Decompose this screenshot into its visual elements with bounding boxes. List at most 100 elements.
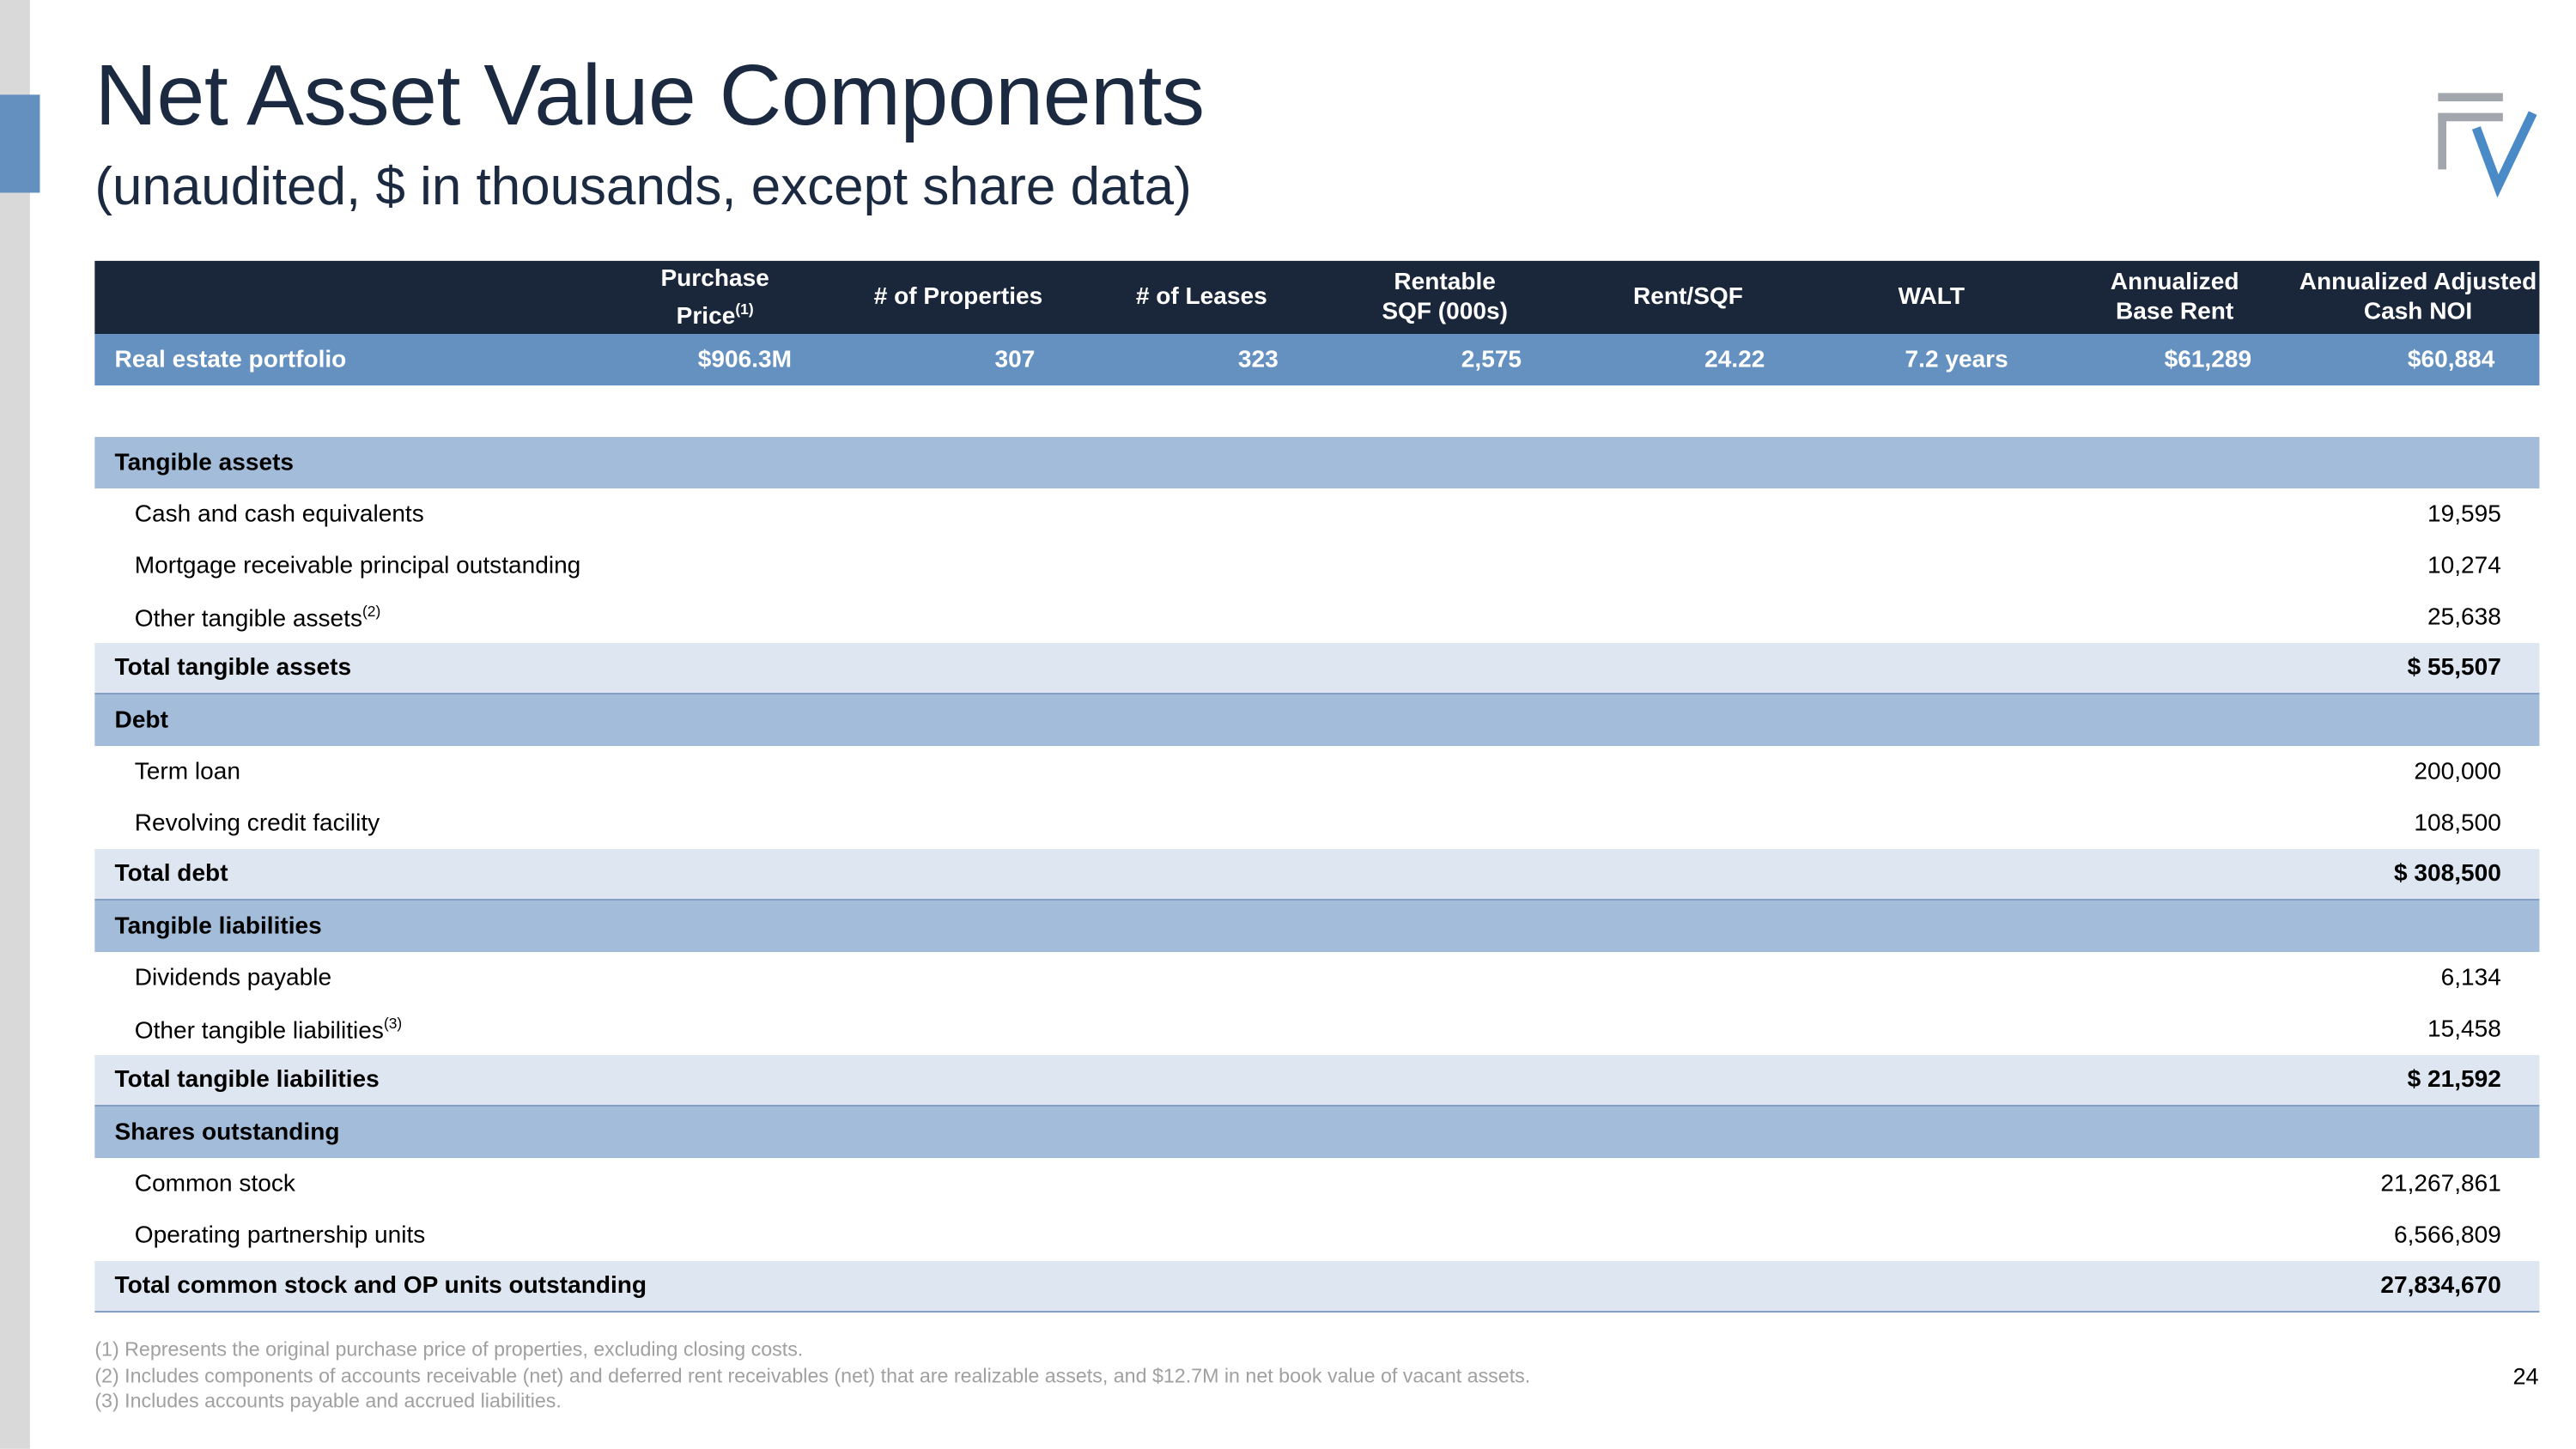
row-label: Total tangible assets — [115, 655, 352, 682]
total-row: Total tangible assets $ 55,507 — [94, 643, 2540, 695]
row-label: Other tangible liabilities(3) — [135, 1015, 402, 1045]
portfolio-value: 7.2 years — [1905, 346, 2008, 373]
row-label-text: Total debt — [114, 860, 228, 888]
row-label: Total tangible liabilities — [115, 1067, 380, 1094]
page-number: 24 — [2512, 1362, 2539, 1390]
section-row: Shares outstanding — [94, 1106, 2540, 1159]
row-value: 21,267,861 — [2380, 1170, 2501, 1197]
summary-header-row: Purchase Price(1) # of Properties # of Leas… — [94, 260, 2540, 335]
total-row: Total tangible liabilities $ 21,592 — [94, 1055, 2540, 1107]
portfolio-value: 323 — [1237, 346, 1279, 373]
row-label: Term loan — [135, 759, 240, 785]
column-header: # of Properties — [873, 283, 1043, 311]
portfolio-value: $61,289 — [2164, 346, 2252, 373]
footnote-marker: (3) — [383, 1014, 403, 1032]
row-value: $ 21,592 — [2407, 1066, 2501, 1094]
accent-tab — [0, 94, 40, 193]
row-value: 10,274 — [2427, 552, 2501, 579]
section-row: Tangible assets — [94, 437, 2540, 489]
footnotes: (1) Represents the original purchase pri… — [94, 1337, 1530, 1416]
column-header: # of Leases — [1135, 283, 1267, 311]
row-label: Cash and cash equivalents — [135, 501, 424, 528]
row-label-text: Tangible liabilities — [114, 912, 322, 940]
portfolio-value: 24.22 — [1704, 346, 1765, 373]
column-header: WALT — [1898, 283, 1965, 311]
total-row: Total common stock and OP units outstand… — [94, 1261, 2540, 1313]
row-value: 6,134 — [2440, 964, 2501, 991]
section-row: Tangible liabilities — [94, 900, 2540, 953]
row-value: $ 55,507 — [2407, 654, 2501, 682]
portfolio-value: 2,575 — [1461, 346, 1522, 373]
row-label: Operating partnership units — [135, 1222, 426, 1249]
row-value: 6,566,809 — [2394, 1222, 2501, 1249]
footnote-2: (2) Includes components of accounts rece… — [94, 1363, 1531, 1387]
page-subtitle: (unaudited, $ in thousands, except share… — [94, 155, 1192, 216]
row-label-text: Operating partnership units — [134, 1222, 426, 1249]
row-label-text: Other tangible assets — [134, 605, 362, 633]
left-margin-bar — [0, 0, 30, 1449]
item-row: Common stock 21,267,861 — [94, 1158, 2539, 1210]
item-row: Other tangible assets(2) 25,638 — [94, 591, 2539, 643]
portfolio-row: Real estate portfolio $906.3M 307 323 2,575… — [94, 334, 2540, 386]
row-value: 15,458 — [2427, 1016, 2501, 1043]
row-label-text: Total tangible assets — [114, 654, 352, 682]
row-label-text: Debt — [114, 706, 168, 734]
row-label: Common stock — [135, 1171, 295, 1197]
item-row: Dividends payable 6,134 — [94, 952, 2539, 1003]
portfolio-value: 307 — [994, 346, 1036, 373]
row-label: Mortgage receivable principal outstandin… — [135, 553, 581, 579]
row-label: Tangible liabilities — [115, 913, 322, 940]
item-row: Cash and cash equivalents 19,595 — [94, 488, 2539, 540]
item-row: Term loan 200,000 — [94, 746, 2539, 797]
fv-logo-icon — [2438, 93, 2537, 198]
column-header: Rentable SQF (000s) — [1382, 269, 1508, 326]
row-label: Dividends payable — [135, 965, 331, 991]
page-title: Net Asset Value Components — [94, 48, 1205, 145]
portfolio-value: $60,884 — [2407, 346, 2495, 373]
item-row: Revolving credit facility 108,500 — [94, 797, 2539, 849]
row-label-text: Tangible assets — [114, 449, 295, 476]
footnote-3: (3) Includes accounts payable and accrue… — [94, 1389, 562, 1413]
footnote-marker: (2) — [361, 602, 381, 620]
section-row: Debt — [94, 694, 2540, 747]
item-row: Operating partnership units 6,566,809 — [94, 1210, 2539, 1261]
row-label: Total debt — [115, 861, 228, 888]
nav-components-table: Tangible assets Cash and cash equivalents… — [94, 437, 2540, 1313]
row-value: 25,638 — [2427, 603, 2501, 631]
header-blank — [94, 261, 593, 334]
column-header: Annualized Base Rent — [2110, 269, 2239, 326]
row-label-text: Revolving credit facility — [134, 809, 380, 837]
row-label-text: Common stock — [134, 1170, 295, 1197]
row-label-text: Cash and cash equivalents — [134, 500, 424, 528]
total-row: Total debt $ 308,500 — [94, 849, 2540, 901]
row-label: Debt — [115, 707, 168, 734]
column-header: Rent/SQF — [1633, 283, 1743, 311]
portfolio-value: $906.3M — [697, 346, 793, 373]
row-label-text: Term loan — [134, 758, 241, 785]
row-label: Shares outstanding — [115, 1119, 340, 1146]
column-header: Annualized Adjusted Cash NOI — [2299, 269, 2537, 326]
row-value: 200,000 — [2414, 758, 2501, 785]
row-label-text: Mortgage receivable principal outstandin… — [134, 552, 581, 579]
row-label-text: Dividends payable — [134, 964, 332, 991]
portfolio-label: Real estate portfolio — [114, 346, 347, 373]
row-label-text: Total tangible liabilities — [114, 1066, 380, 1094]
row-label: Other tangible assets(2) — [135, 603, 381, 633]
portfolio-summary-table: Purchase Price(1) # of Properties # of Leas… — [94, 260, 2540, 386]
row-label-text: Other tangible liabilities — [134, 1017, 384, 1045]
row-value: 19,595 — [2427, 500, 2501, 528]
column-header: Purchase Price(1) — [660, 264, 769, 330]
footnote-marker: (1) — [735, 300, 754, 317]
row-label-text: Shares outstanding — [114, 1119, 340, 1146]
row-label: Revolving credit facility — [135, 810, 380, 837]
item-row: Mortgage receivable principal outstandin… — [94, 540, 2539, 591]
row-label-text: Total common stock and OP units outstand… — [114, 1272, 647, 1300]
row-value: $ 308,500 — [2394, 860, 2501, 888]
row-value: 108,500 — [2414, 809, 2501, 837]
row-label: Tangible assets — [115, 450, 294, 476]
item-row: Other tangible liabilities(3) 15,458 — [94, 1003, 2539, 1055]
row-value: 27,834,670 — [2380, 1272, 2501, 1300]
footnote-1: (1) Represents the original purchase pri… — [94, 1337, 804, 1361]
row-label: Total common stock and OP units outstand… — [115, 1273, 647, 1300]
